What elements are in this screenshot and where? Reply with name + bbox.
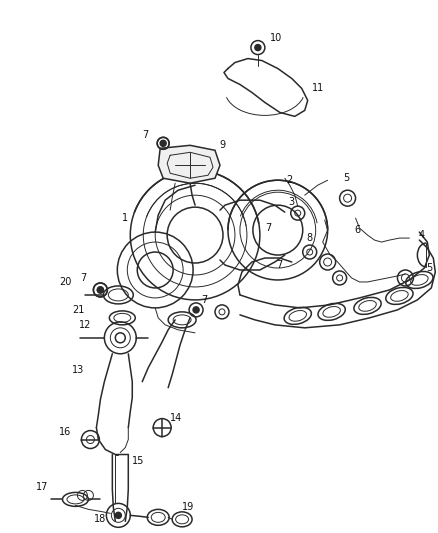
Text: 16: 16	[60, 426, 72, 437]
Text: 4: 4	[418, 230, 424, 240]
Text: 15: 15	[132, 456, 145, 466]
Text: 17: 17	[36, 482, 49, 492]
Text: 14: 14	[170, 413, 182, 423]
Text: 19: 19	[182, 503, 194, 512]
Polygon shape	[158, 146, 220, 183]
Text: 10: 10	[270, 33, 282, 43]
Circle shape	[97, 287, 103, 293]
Text: 5: 5	[426, 263, 432, 273]
Text: 13: 13	[72, 365, 85, 375]
Text: 2: 2	[286, 175, 293, 185]
Text: 12: 12	[79, 320, 92, 330]
Text: 11: 11	[311, 84, 324, 93]
Circle shape	[97, 287, 103, 293]
Text: 18: 18	[94, 514, 106, 524]
Circle shape	[160, 140, 166, 147]
Text: 3: 3	[289, 197, 295, 207]
Text: 6: 6	[354, 225, 360, 235]
Circle shape	[115, 512, 121, 518]
Text: 8: 8	[307, 233, 313, 243]
Text: 21: 21	[72, 305, 85, 315]
Circle shape	[193, 307, 199, 313]
Text: 7: 7	[265, 223, 271, 233]
Text: 7: 7	[142, 131, 148, 140]
Text: 5: 5	[343, 173, 350, 183]
Text: 7: 7	[80, 273, 87, 283]
Text: 1: 1	[122, 213, 128, 223]
Text: 9: 9	[219, 140, 225, 150]
Circle shape	[255, 45, 261, 51]
Text: 7: 7	[277, 260, 283, 270]
Text: 20: 20	[59, 277, 72, 287]
Text: 7: 7	[201, 295, 207, 305]
